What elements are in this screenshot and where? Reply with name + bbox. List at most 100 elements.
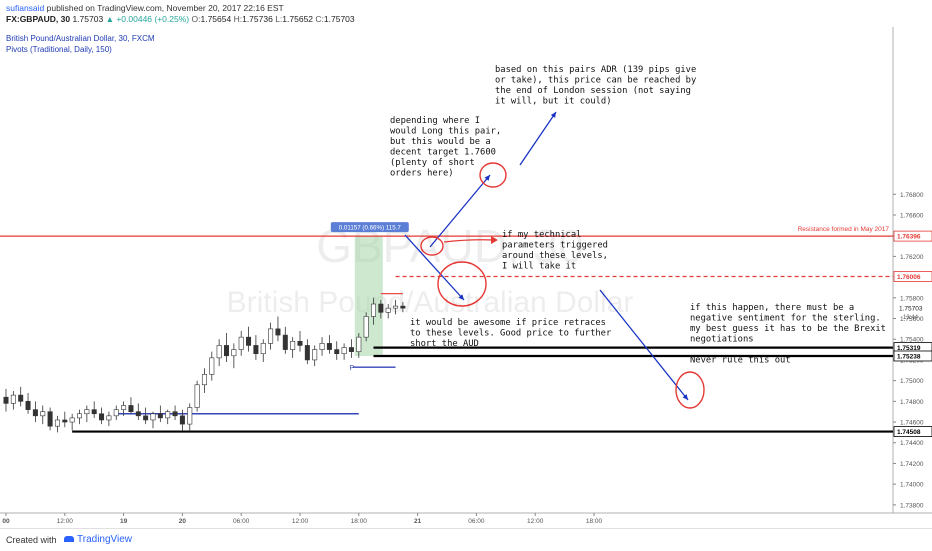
y-tick-label: 1.75000 xyxy=(900,378,924,385)
candle xyxy=(304,345,310,361)
y-tick-label: 1.76200 xyxy=(900,254,924,261)
y-tick-label: 1.74600 xyxy=(900,420,924,427)
annotation-1-line: it will, but it could) xyxy=(495,97,612,107)
candle xyxy=(3,396,9,404)
candle xyxy=(319,343,325,350)
x-tick-label: 00 xyxy=(2,518,10,525)
arrow-head xyxy=(550,112,556,118)
circle-entry xyxy=(420,236,444,256)
candle xyxy=(91,409,97,415)
symbol-label[interactable]: FX:GBPAUD, 30 xyxy=(6,14,71,24)
chart-title: British Pound/Australian Dollar, 30, FXC… xyxy=(6,34,155,43)
candle xyxy=(231,349,237,357)
x-tick-label: 12:00 xyxy=(57,518,74,525)
x-tick-label: 06:00 xyxy=(468,518,485,525)
circle-brexit xyxy=(675,371,705,409)
high-label: H: xyxy=(233,14,243,24)
candle xyxy=(143,415,149,421)
candle xyxy=(326,343,332,350)
watermark-name: British Pound/Australian Dollar xyxy=(227,286,634,319)
x-tick-label: 21 xyxy=(414,518,422,525)
candle xyxy=(54,419,60,427)
level-price-label: 1.75319 xyxy=(897,345,921,352)
chart-header: sufiansaid published on TradingView.com,… xyxy=(0,0,932,26)
x-tick-label: 18:00 xyxy=(586,518,603,525)
level-price-box xyxy=(893,271,932,282)
last-price-label: 1.75703 xyxy=(899,305,923,312)
candle xyxy=(128,405,134,412)
x-tick-label: 06:00 xyxy=(233,518,250,525)
candle xyxy=(393,305,399,309)
x-tick-label: 18:00 xyxy=(351,518,368,525)
annotation-4-line: to these levels. Good price to further xyxy=(410,329,611,339)
candle xyxy=(99,413,105,421)
x-tick-label: 20 xyxy=(179,518,187,525)
measure-badge xyxy=(330,222,409,233)
annotation-5-line: if this happen, there must be a xyxy=(690,303,854,313)
candle xyxy=(312,349,318,361)
candle xyxy=(32,409,38,417)
level-price-label: 1.76396 xyxy=(897,234,921,241)
high-value: 1.75736 xyxy=(242,14,273,24)
candle xyxy=(62,419,68,423)
tradingview-brand[interactable]: TradingView xyxy=(64,534,132,545)
candle xyxy=(194,384,200,408)
price-change: ▲ +0.00446 (+0.25%) xyxy=(105,14,190,24)
candle xyxy=(69,417,75,423)
candle xyxy=(260,343,266,355)
annotation-2-line: orders here) xyxy=(390,169,454,179)
measure-zone[interactable] xyxy=(354,236,383,356)
level-price-label: 1.76006 xyxy=(897,274,921,281)
candle xyxy=(121,405,127,410)
last-price: 1.75703 xyxy=(72,14,104,24)
candle xyxy=(282,334,288,350)
candle xyxy=(268,328,274,344)
candle xyxy=(385,307,391,313)
level-price-box xyxy=(893,426,932,437)
candle xyxy=(47,411,53,427)
arrow-line xyxy=(519,111,557,166)
measure-label: 0.01157 (0.66%) 115.7 xyxy=(339,225,402,232)
candle xyxy=(187,407,193,425)
y-tick-label: 1.76800 xyxy=(900,192,924,199)
candle xyxy=(275,328,281,336)
annotation-5-line: negative sentiment for the sterling. xyxy=(690,314,881,324)
y-tick-label: 1.76600 xyxy=(900,212,924,219)
annotation-1-line: or take), this price can be reached by xyxy=(495,76,696,86)
annotation-4-line: short the AUD xyxy=(410,339,479,349)
low-label: L: xyxy=(275,14,283,24)
countdown-label: 13:44 xyxy=(903,315,919,321)
level-price-box xyxy=(893,230,932,242)
candle xyxy=(201,374,207,386)
level-price-label: 1.75238 xyxy=(897,353,921,360)
candle xyxy=(179,415,185,425)
candle xyxy=(246,336,252,346)
annotation-2-line: (plenty of short xyxy=(390,158,475,168)
candle xyxy=(172,411,178,417)
annotation-3-line: if my technical xyxy=(502,230,581,240)
indicator-label: Pivots (Traditional, Daily, 150) xyxy=(6,45,112,54)
x-tick-label: 12:00 xyxy=(527,518,544,525)
pivot-label: P xyxy=(349,365,354,372)
annotation-5-line: negotiations xyxy=(690,335,754,345)
annotation-2-line: depending where I xyxy=(390,116,480,126)
tradingview-logo-icon xyxy=(64,536,74,543)
arrow-line xyxy=(429,174,491,248)
x-tick-label: 12:00 xyxy=(292,518,309,525)
candle xyxy=(363,316,369,338)
arrow-head xyxy=(458,294,464,300)
candle xyxy=(216,345,222,359)
arrow-head xyxy=(682,394,688,400)
candle xyxy=(135,411,141,417)
author-link[interactable]: sufiansaid xyxy=(6,3,45,13)
candle xyxy=(10,394,16,404)
candle xyxy=(238,336,244,350)
y-tick-label: 1.74200 xyxy=(900,461,924,468)
red-arrow-line xyxy=(443,239,495,243)
y-tick-label: 1.74000 xyxy=(900,482,924,489)
candle xyxy=(165,411,171,419)
candle xyxy=(40,411,46,417)
y-tick-label: 1.75400 xyxy=(900,337,924,344)
y-tick-label: 1.75800 xyxy=(900,295,924,302)
